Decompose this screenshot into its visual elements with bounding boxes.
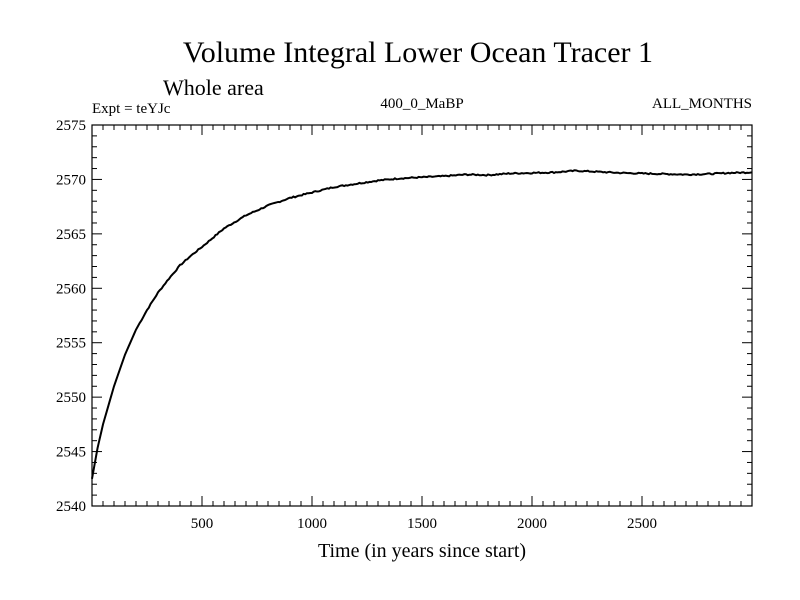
x-tick-labels: 500 1000 1500 2000 2500 — [191, 516, 657, 532]
y-tick-label: 2550 — [56, 390, 86, 406]
y-tick-label: 2570 — [56, 172, 86, 188]
axis-ticks — [92, 125, 752, 506]
x-tick-label: 1500 — [407, 516, 437, 532]
x-tick-label: 500 — [191, 516, 214, 532]
y-tick-label: 2560 — [56, 281, 86, 297]
chart-subtitle: Whole area — [163, 75, 264, 100]
y-tick-label: 2555 — [56, 336, 86, 352]
plot-frame — [91, 124, 753, 507]
chart-title: Volume Integral Lower Ocean Tracer 1 — [183, 36, 653, 69]
series-line — [91, 169, 753, 479]
y-tick-label: 2575 — [56, 118, 86, 134]
run-label: 400_0_MaBP — [380, 96, 463, 112]
x-tick-label: 2000 — [517, 516, 547, 532]
x-axis-label: Time (in years since start) — [318, 540, 526, 562]
x-tick-label: 1000 — [297, 516, 327, 532]
expt-label: Expt = teYJc — [92, 101, 171, 117]
y-tick-labels: 2540 2545 2550 2555 2560 2565 2570 2575 — [56, 118, 86, 515]
y-tick-label: 2540 — [56, 499, 86, 515]
months-label: ALL_MONTHS — [652, 96, 752, 112]
x-tick-label: 2500 — [627, 516, 657, 532]
y-tick-label: 2545 — [56, 445, 86, 461]
y-tick-label: 2565 — [56, 227, 86, 243]
